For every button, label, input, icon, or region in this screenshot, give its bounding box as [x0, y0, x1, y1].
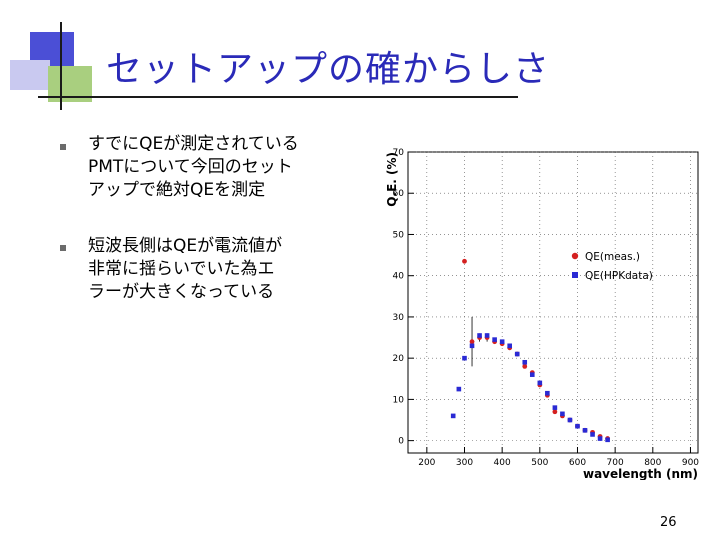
data-point-hpk — [492, 337, 497, 342]
x-tick-label: 200 — [418, 458, 435, 468]
x-tick-label: 900 — [682, 458, 699, 468]
legend-label: QE(HPKdata) — [585, 270, 653, 282]
y-tick-label: 10 — [393, 395, 405, 405]
y-tick-label: 0 — [398, 437, 404, 447]
title-underline — [38, 96, 518, 98]
data-point-hpk — [597, 436, 603, 441]
data-point-hpk — [507, 343, 512, 349]
legend-marker-meas — [571, 252, 579, 260]
data-point-hpk — [575, 423, 580, 429]
data-point-hpk — [529, 372, 535, 377]
y-tick-label: 50 — [393, 230, 405, 240]
data-point-hpk — [484, 333, 490, 338]
data-point-hpk — [590, 432, 595, 437]
data-point-hpk — [605, 437, 610, 443]
x-tick-label: 300 — [456, 458, 473, 468]
bullet-2-line-1: 短波長側はQEが電流値が — [88, 236, 283, 256]
bullet-1-line-1: すでにQEが測定されている — [88, 134, 299, 154]
legend-label: QE(meas.) — [585, 251, 640, 263]
data-point-hpk — [537, 380, 543, 386]
data-point-meas — [469, 339, 475, 345]
plot-frame — [407, 151, 699, 454]
data-point-hpk — [514, 351, 520, 357]
data-point-hpk — [582, 428, 588, 433]
x-tick-label: 400 — [494, 458, 511, 468]
data-point-meas — [462, 258, 467, 264]
bullet-marker-1 — [60, 144, 66, 150]
bullet-2-line-3: ラーが大きくなっている — [88, 282, 275, 302]
data-point-hpk — [456, 386, 462, 392]
decor-square-lavender — [10, 60, 50, 90]
slide-title: セットアップの確からしさ — [106, 49, 551, 90]
x-tick-label: 600 — [569, 458, 586, 468]
bullet-1-line-3: アップで絶対QEを測定 — [88, 180, 266, 200]
y-tick-label: 40 — [393, 272, 405, 282]
x-tick-label: 700 — [607, 458, 624, 468]
x-axis-label: wavelength (nm) — [583, 467, 698, 480]
y-tick-label: 30 — [393, 313, 405, 323]
data-point-meas — [522, 364, 528, 369]
data-point-hpk — [552, 405, 558, 410]
data-point-hpk — [469, 343, 475, 349]
bullet-marker-2 — [60, 245, 66, 251]
data-point-meas — [552, 409, 558, 415]
x-tick-label: 800 — [644, 458, 661, 468]
y-tick-label: 70 — [393, 148, 405, 158]
legend-marker-hpk — [572, 272, 578, 278]
data-point-hpk — [462, 355, 467, 361]
data-point-hpk — [477, 333, 482, 338]
page-number: 26 — [660, 515, 677, 530]
data-point-hpk — [499, 339, 505, 344]
data-point-hpk — [545, 390, 550, 396]
y-tick-label: 20 — [393, 354, 405, 364]
data-point-hpk — [567, 417, 573, 423]
decor-vertical-line — [60, 22, 62, 110]
data-point-hpk — [560, 411, 565, 417]
data-point-hpk — [450, 413, 456, 419]
data-point-hpk — [522, 359, 528, 365]
qe-scatter-chart: 200 300 400 500 600 700 800 900 0 10 20 30 40 50 60 70 w… — [385, 148, 699, 480]
bullet-1-line-2: PMTについて今回のセット — [88, 157, 293, 177]
bullet-text-2: 短波長側はQEが電流値が 非常に揺らいでいた為エ ラーが大きくなっている — [88, 235, 282, 304]
y-axis-label: Q.E. (%) — [385, 152, 399, 207]
y-tick-label: 60 — [393, 189, 405, 199]
x-tick-label: 500 — [531, 458, 548, 468]
bullet-2-line-2: 非常に揺らいでいた為エ — [88, 259, 275, 279]
bullet-text-1: すでにQEが測定されている PMTについて今回のセット アップで絶対QEを測定 — [88, 133, 299, 202]
